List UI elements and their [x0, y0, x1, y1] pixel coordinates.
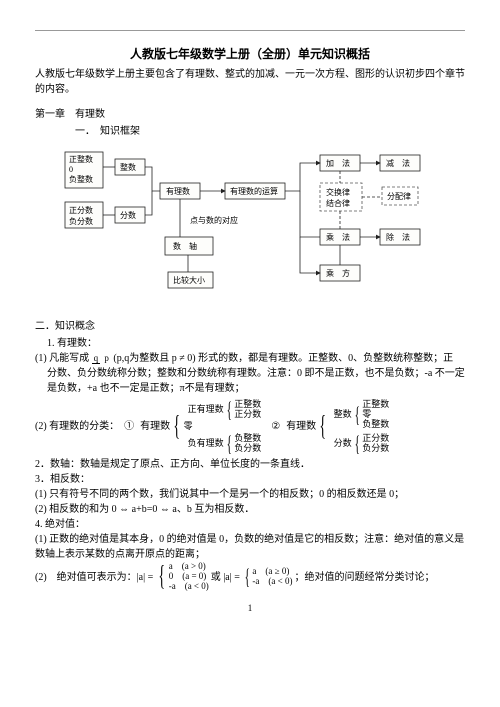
class1: 有理数 { 正有理数 { 正整数 正分数 零 负有理数 { 负整数	[140, 398, 265, 455]
p1-1b: (p,q为整数且 p ≠ 0) 形式的数，都是有理数。正整数、0、负整数统称整数…	[113, 353, 453, 364]
d-zhengzheng-2: 0	[69, 165, 73, 174]
intro-text: 人教版七年级数学上册主要包含了有理数、整式的加减、一元一次方程、图形的认识初步四…	[35, 67, 465, 97]
d-youli: 有理数	[166, 186, 190, 196]
d-chufa: 除 法	[386, 232, 410, 242]
chapter-heading: 第一章 有理数	[35, 107, 465, 122]
top-divider	[35, 30, 465, 31]
page-title: 人教版七年级数学上册（全册）单元知识概括	[35, 45, 465, 63]
d-zhengzheng-1: 正整数	[69, 154, 93, 164]
p1-1c: 分数、负分数统称分数；整数和分数统称有理数。注意：0 即不是正数，也不是负数；-…	[47, 366, 465, 396]
brace-icon: {	[174, 416, 181, 438]
class1-a2: 正分数	[234, 410, 261, 420]
class2: 有理数 { 整数 { 正整数 零 负整数 分数 { 正分数	[286, 398, 393, 455]
class1-root: 有理数	[140, 419, 170, 434]
document-page: 人教版七年级数学上册（全册）单元知识概括 人教版七年级数学上册主要包含了有理数、…	[0, 0, 500, 636]
abs1-r3: -a (a < 0)	[169, 582, 209, 592]
brace-icon: {	[354, 406, 359, 424]
d-shuzhou: 数 轴	[173, 241, 197, 251]
p1-2-lead: (2) 有理数的分类： ①	[35, 419, 134, 434]
brace-icon: {	[226, 401, 231, 419]
p1-2-mid: ②	[271, 419, 280, 434]
d-zhengzheng-3: 负整数	[69, 174, 93, 184]
d-jiaohuan-2: 结合律	[326, 198, 350, 208]
p4-2-row: (2) 绝对值可表示为：|a| = { a (a > 0) 0 (a = 0) …	[35, 562, 465, 592]
p4-1: (1) 正数的绝对值是其本身，0 的绝对值是 0，负数的绝对值是它的相反数；注意…	[35, 532, 465, 562]
d-zhengfen-1: 正分数	[69, 205, 93, 215]
brace-icon: {	[226, 435, 231, 453]
d-jiaohuan-1: 交换律	[326, 187, 350, 197]
p3-1: (1) 只有符号不同的两个数，我们说其中一个是另一个的相反数；0 的相反数还是 …	[35, 487, 465, 502]
class2-a3: 负整数	[362, 420, 389, 430]
p3: 3．相反数：	[35, 472, 465, 487]
fraction-qp: q p	[92, 354, 111, 363]
d-bijiao: 比较大小	[173, 275, 205, 285]
class2-root: 有理数	[286, 419, 316, 434]
class1-b: 零	[184, 422, 266, 432]
p3-2: (2) 相反数的和为 0 ⇔ a+b=0 ⇔ a、b 互为相反数．	[35, 502, 465, 517]
d-chengfa: 乘 法	[326, 232, 350, 242]
d-zheng: 整数	[120, 162, 136, 172]
brace-icon: {	[245, 568, 250, 586]
d-fenpeilv: 分配律	[387, 191, 411, 201]
p4: 4. 绝对值：	[35, 517, 465, 532]
abs2-r2: -a (a < 0)	[252, 577, 292, 587]
class1-c: 负有理数	[188, 439, 224, 449]
brace-icon: {	[354, 435, 359, 453]
page-number: 1	[35, 602, 465, 616]
knowledge-diagram: .bx { fill:#fdfdfb; stroke:#222; stroke-…	[60, 147, 440, 307]
d-fen: 分数	[120, 210, 136, 220]
p2: 2．数轴：数轴是规定了原点、正方向、单位长度的一条直线．	[35, 457, 465, 472]
p1-1: (1) 凡能写成 q p (p,q为整数且 p ≠ 0) 形式的数，都是有理数。…	[35, 351, 465, 366]
p4-2-tail: ；绝对值的问题经常分类讨论；	[294, 570, 434, 585]
d-jianfa: 减 法	[386, 158, 410, 168]
section-1-1: 一． 知识框架	[75, 124, 465, 139]
abs-case-1: { a (a > 0) 0 (a = 0) -a (a < 0)	[155, 562, 209, 592]
class2-a: 整数	[334, 410, 352, 420]
section-2: 二．知识概念	[35, 319, 465, 334]
d-dianduiying: 点与数的对应	[190, 215, 238, 225]
d-chengfang: 乘 方	[326, 268, 350, 278]
p1-1a: (1) 凡能写成	[35, 353, 89, 364]
class2-b: 分数	[334, 439, 352, 449]
brace-icon: {	[159, 566, 166, 588]
class1-c2: 负分数	[234, 444, 261, 454]
p1-2-row: (2) 有理数的分类： ① 有理数 { 正有理数 { 正整数 正分数 零 负有理…	[35, 396, 465, 457]
abs-case-2: { a (a ≥ 0) -a (a < 0)	[242, 567, 293, 587]
brace-icon: {	[320, 416, 327, 438]
p1: 1. 有理数：	[47, 336, 465, 351]
frac-num: q	[92, 353, 101, 364]
frac-den: p	[102, 353, 111, 363]
class1-a: 正有理数	[188, 405, 224, 415]
d-yunsuan: 有理数的运算	[230, 186, 278, 196]
p4-2-lead: (2) 绝对值可表示为：|a| =	[35, 570, 153, 585]
p4-2-or: 或 |a| =	[211, 570, 240, 585]
class2-b2: 负分数	[362, 444, 389, 454]
d-zhengfen-2: 负分数	[69, 216, 93, 226]
d-jiafa: 加 法	[326, 158, 350, 168]
